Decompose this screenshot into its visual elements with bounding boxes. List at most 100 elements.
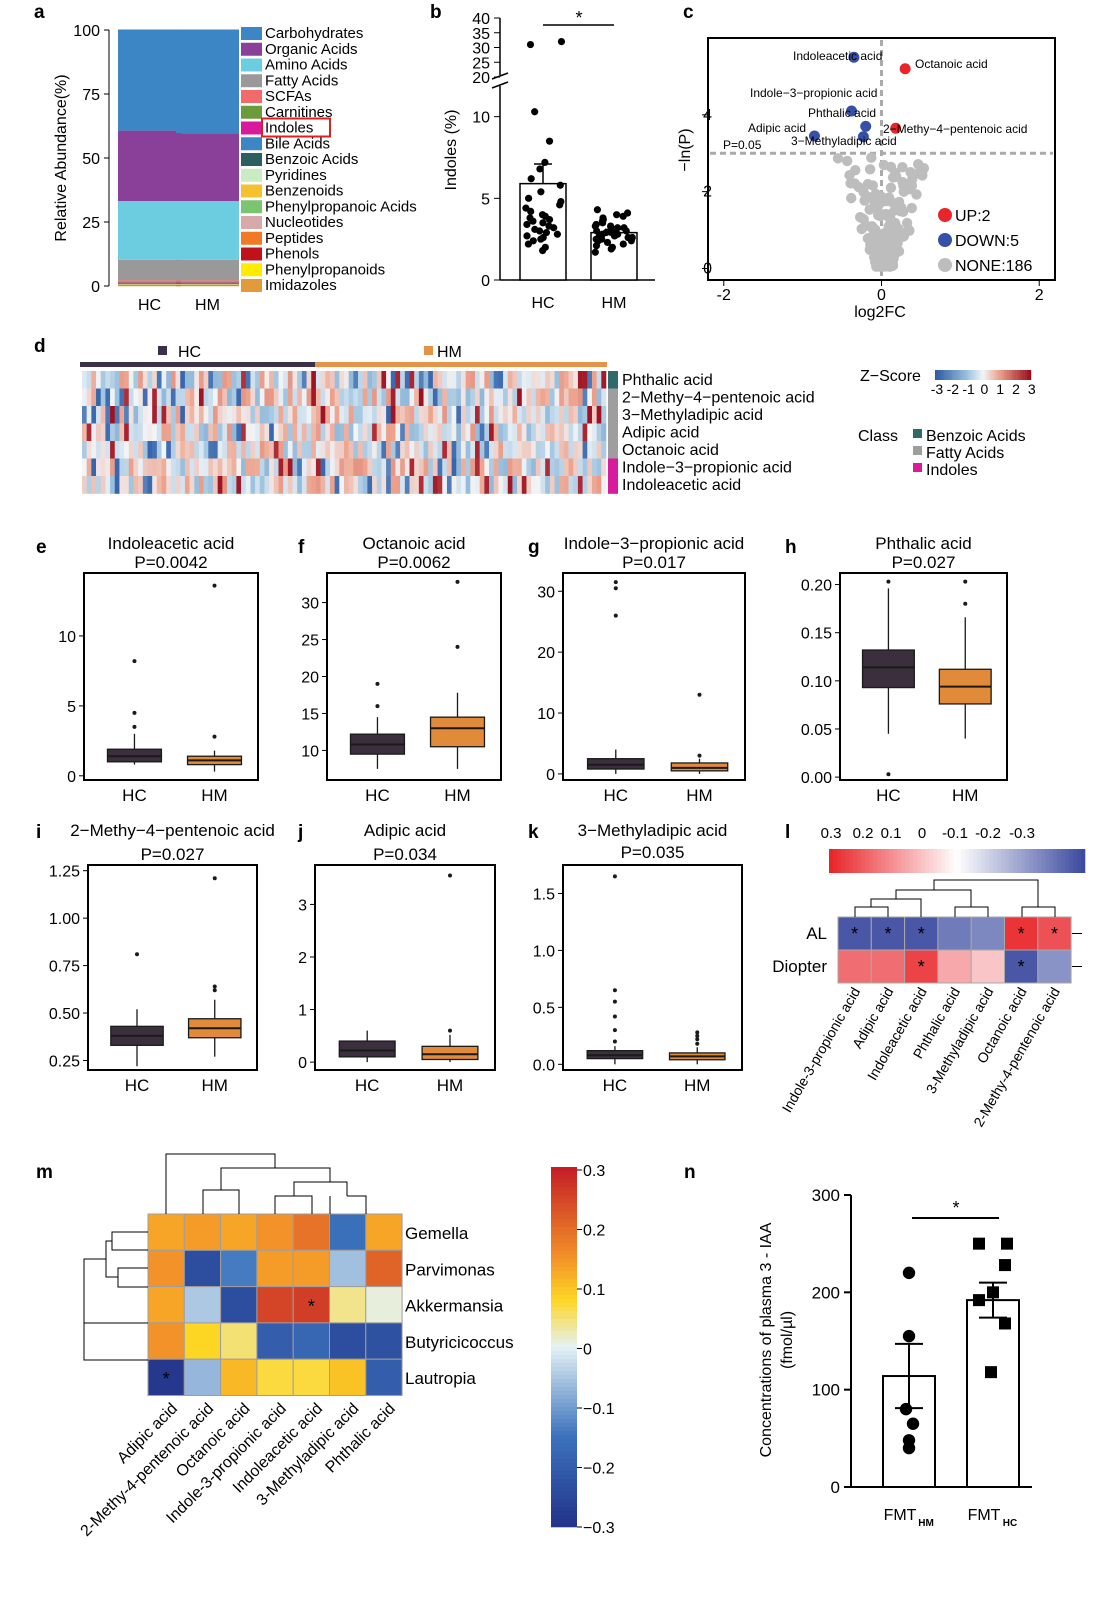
d-row-label: Indole−3−propionic acid [622, 460, 792, 477]
d-heat-cell [362, 441, 368, 459]
d-heat-cell [498, 406, 504, 424]
d-zscore-gradient [946, 370, 948, 380]
k-ytick-label: 0.0 [533, 1057, 555, 1074]
d-heat-cell [475, 476, 480, 494]
d-heat-cell [498, 371, 504, 389]
d-heat-cell [180, 371, 186, 389]
d-heat-cell [241, 441, 247, 459]
h-ytick-label: 0.20 [801, 578, 832, 595]
d-heat-cell [395, 371, 401, 389]
m-scale-gradient [551, 1319, 577, 1324]
b-data-point [557, 38, 566, 46]
d-heat-cell [460, 476, 466, 494]
d-heat-cell [582, 458, 588, 477]
d-heat-cell [91, 423, 97, 442]
f-ytick-label: 25 [301, 633, 319, 650]
d-heat-cell [86, 441, 92, 459]
m-scale-gradient [551, 1403, 577, 1408]
d-heat-cell [194, 441, 200, 459]
d-heat-cell [521, 476, 527, 494]
e-title: Indoleacetic acid [108, 534, 235, 553]
d-heat-cell [273, 441, 279, 459]
d-heat-cell [582, 371, 588, 389]
d-heat-cell [329, 441, 335, 459]
m-row-label: Lautropia [405, 1369, 476, 1388]
a-legend-label: Carbohydrates [265, 25, 363, 42]
d-heat-cell [231, 441, 237, 459]
a-legend-label: Nucleotides [265, 214, 343, 231]
d-heat-cell [325, 441, 331, 459]
l-heat-cell [970, 949, 1006, 984]
n-y-axis-unit: (fmol/µl) [779, 1311, 796, 1369]
j-ytick-label: 1 [298, 1003, 307, 1020]
d-heat-cell [231, 476, 237, 494]
f-ytick-label: 10 [301, 743, 319, 760]
d-heat-cell [531, 458, 537, 477]
d-heat-cell [259, 458, 265, 477]
d-heat-cell [138, 388, 144, 407]
d-heat-cell [208, 476, 214, 494]
d-heat-cell [236, 406, 242, 424]
d-heat-cell [582, 406, 588, 424]
d-heat-cell [273, 371, 279, 389]
d-heat-cell [156, 371, 162, 389]
d-zscore-gradient [978, 370, 980, 380]
a-bar-segment [118, 282, 181, 284]
d-heat-cell [100, 476, 106, 494]
d-heat-cell [241, 371, 247, 389]
d-heat-cell [152, 458, 158, 477]
d-heat-cell [591, 423, 597, 442]
c-threshold-label: P=0.05 [723, 138, 762, 152]
d-heat-cell [362, 476, 368, 494]
m-heat-cell [329, 1286, 367, 1324]
l-scale-gradient [961, 849, 966, 873]
d-heat-cell [460, 458, 466, 477]
d-zscore-gradient [1007, 370, 1009, 380]
d-heat-cell [105, 406, 111, 424]
d-zscore-gradient [944, 370, 947, 380]
d-heat-cell [297, 458, 303, 477]
d-heat-cell [203, 371, 209, 389]
d-heat-cell [227, 423, 233, 442]
d-heat-cell [465, 476, 471, 494]
d-heat-cell [559, 388, 565, 407]
a-x-label: HC [138, 297, 161, 314]
d-heat-cell [217, 371, 223, 389]
d-heat-cell [250, 388, 256, 407]
d-heat-cell [414, 388, 420, 407]
d-heat-cell [386, 441, 392, 459]
b-sig-star: * [575, 8, 582, 28]
m-scale-gradient [551, 1379, 577, 1384]
d-heat-cell [283, 388, 289, 407]
c-none-point [891, 171, 902, 182]
d-heat-cell [376, 423, 382, 442]
a-legend-swatch [241, 184, 262, 198]
d-heat-cell [479, 476, 485, 494]
d-heat-cell [213, 371, 218, 389]
d-heat-cell [189, 458, 195, 477]
d-heat-cell [423, 441, 429, 459]
d-heat-cell [535, 423, 541, 442]
d-heat-cell [432, 406, 438, 424]
d-heat-cell [376, 388, 382, 407]
d-heat-cell [404, 441, 410, 459]
d-heat-cell [119, 441, 125, 459]
b-data-point [557, 198, 565, 206]
d-heat-cell [339, 371, 345, 389]
d-heat-cell [409, 441, 415, 459]
d-heat-cell [264, 476, 270, 494]
d-heat-cell [203, 441, 209, 459]
d-heat-cell [535, 388, 541, 407]
d-heat-cell [105, 371, 111, 389]
d-heat-cell [587, 476, 593, 494]
a-ytick-label: 25 [82, 215, 100, 232]
l-scale-gradient [925, 849, 930, 873]
d-heat-cell [133, 406, 139, 424]
d-heat-cell [287, 423, 293, 442]
m-heat-cell [256, 1249, 294, 1288]
d-heat-cell [563, 476, 569, 494]
d-heat-cell [568, 388, 574, 407]
d-heat-cell [311, 371, 317, 389]
d-heat-cell [231, 388, 237, 407]
